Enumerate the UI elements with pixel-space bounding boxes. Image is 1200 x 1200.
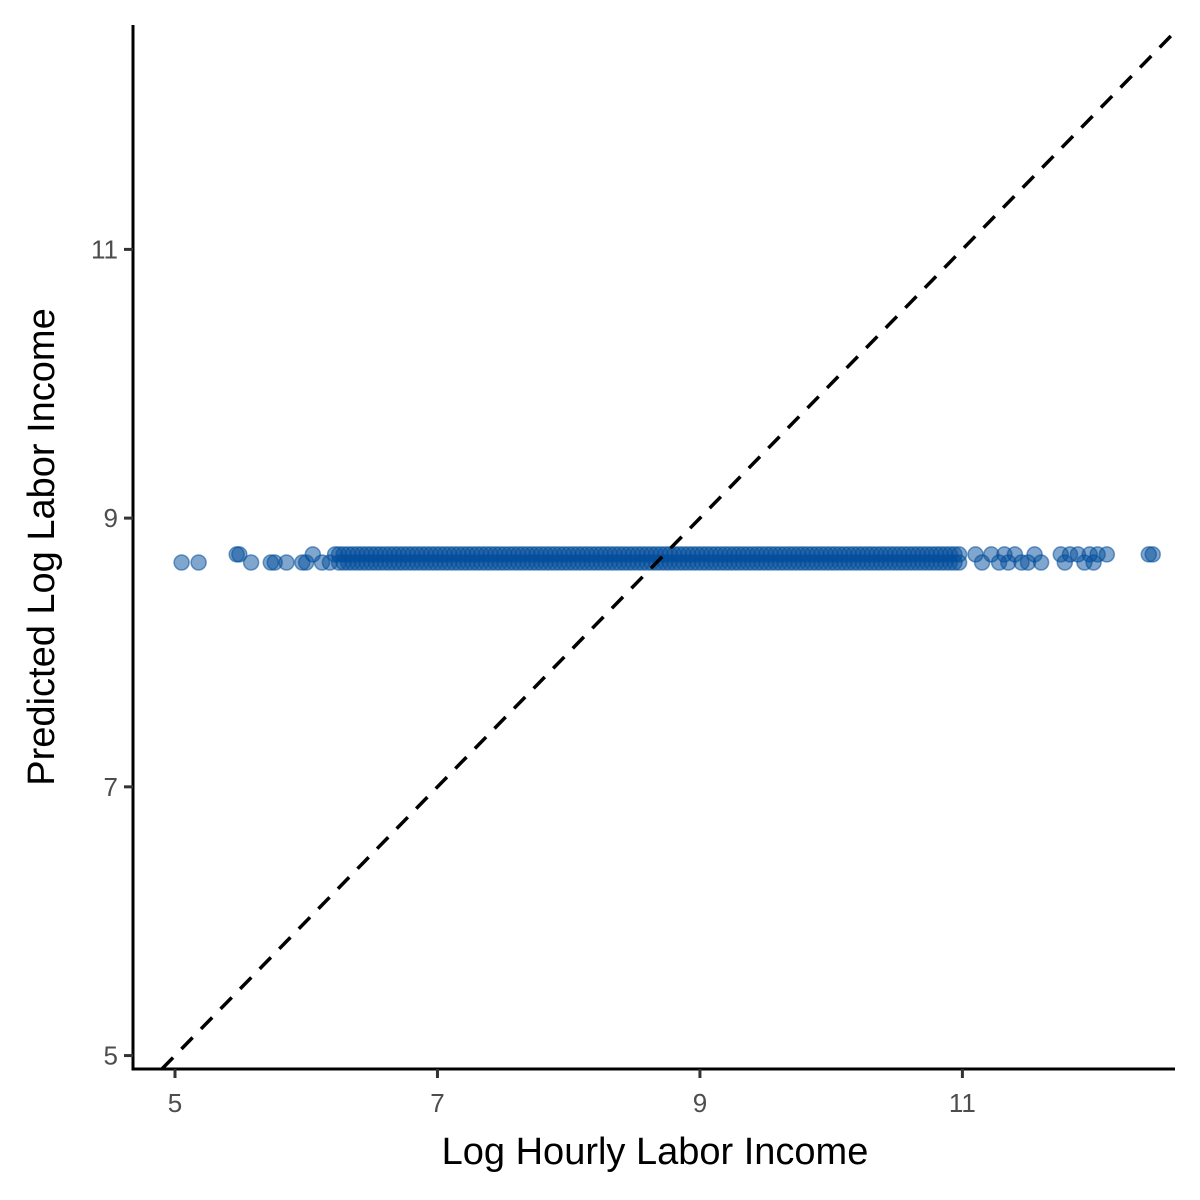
data-point (231, 546, 248, 563)
identity-reference-line (160, 30, 1177, 1071)
y-ticks: 5 7 9 11 (91, 234, 133, 1071)
data-point (242, 554, 260, 571)
y-axis-title: Predicted Log Labor Income (21, 308, 63, 785)
data-point (1032, 554, 1050, 571)
data-point (1144, 546, 1161, 563)
x-tick-label: 7 (430, 1088, 444, 1118)
x-tick-label: 11 (949, 1088, 976, 1118)
x-tick-label: 5 (168, 1088, 182, 1118)
y-tick-label: 9 (104, 503, 118, 533)
y-tick-label: 7 (104, 772, 118, 802)
y-tick-label: 5 (104, 1041, 118, 1071)
data-point (278, 554, 295, 571)
x-tick-label: 9 (693, 1088, 707, 1118)
data-point (950, 546, 968, 563)
points-layer (173, 546, 1161, 571)
x-axis-title: Log Hourly Labor Income (442, 1131, 869, 1173)
x-ticks: 5 7 9 11 (168, 1069, 976, 1118)
data-point (1098, 546, 1116, 563)
data-point (173, 554, 190, 571)
data-point (326, 546, 344, 563)
data-point (190, 554, 207, 571)
y-tick-label: 11 (91, 234, 118, 264)
